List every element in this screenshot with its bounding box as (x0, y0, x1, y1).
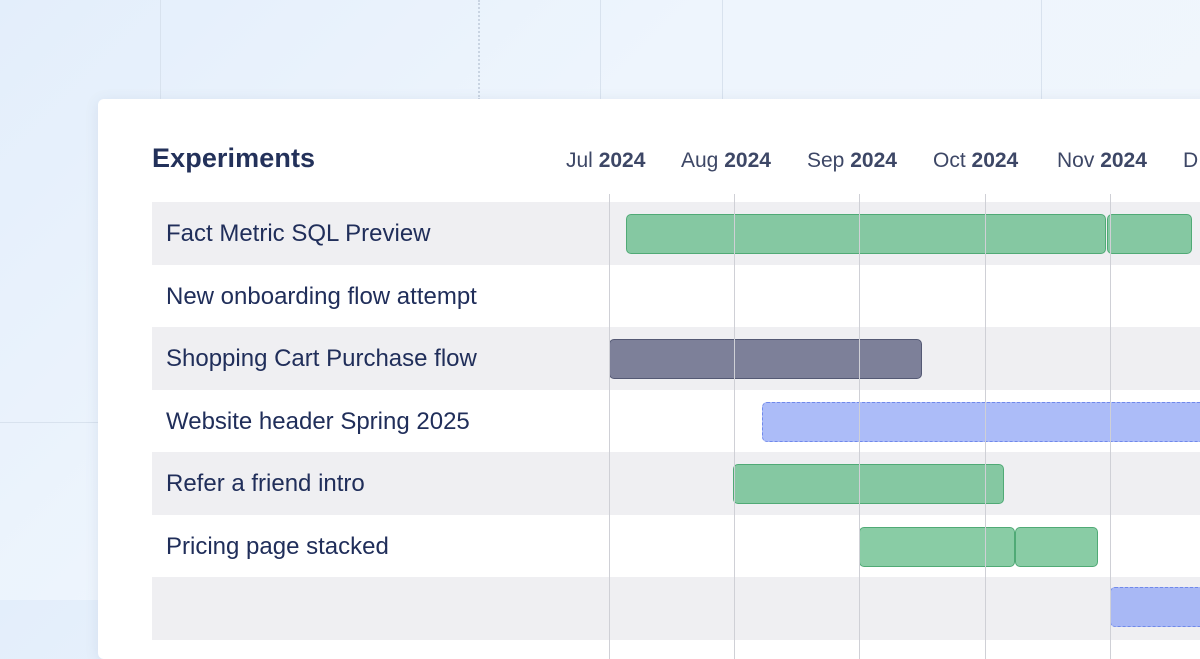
experiment-bar-stopped[interactable] (609, 339, 922, 379)
experiment-name[interactable]: Shopping Cart Purchase flow (166, 345, 477, 372)
experiment-name[interactable]: Website header Spring 2025 (166, 408, 470, 435)
experiment-bar-draft[interactable] (762, 402, 1200, 442)
month-year: 2024 (724, 149, 771, 172)
experiment-row[interactable]: Website header Spring 2025 (152, 390, 1200, 453)
experiment-bar-running[interactable] (1107, 214, 1192, 254)
experiment-bar-running[interactable] (859, 527, 1015, 567)
background-gridline (600, 0, 601, 100)
background-gridline (722, 0, 723, 100)
experiment-name[interactable]: Pricing page stacked (166, 533, 389, 560)
month-header-jul: Jul 2024 (566, 149, 645, 173)
experiment-bar-running[interactable] (626, 214, 1106, 254)
experiment-row[interactable]: Shopping Cart Purchase flow (152, 327, 1200, 390)
month-year: 2024 (598, 149, 646, 172)
month-header-dec: D (1183, 149, 1198, 173)
month-gridline (609, 194, 610, 659)
month-gridline (859, 194, 860, 659)
experiment-row[interactable]: New onboarding flow attempt (152, 265, 1200, 328)
month-year: 2024 (850, 149, 897, 172)
experiment-bar-running[interactable] (1015, 527, 1098, 567)
month-header-oct: Oct 2024 (933, 149, 1018, 173)
experiment-row[interactable]: Pricing page stacked (152, 515, 1200, 578)
month-name: D (1183, 149, 1199, 172)
month-name: Jul (566, 149, 593, 172)
month-header-aug: Aug 2024 (681, 149, 771, 173)
background-dotted-line (478, 0, 480, 100)
experiment-row[interactable]: Refer a friend intro (152, 452, 1200, 515)
background-gridline (1041, 0, 1042, 100)
month-year: 2024 (1100, 149, 1147, 172)
experiments-timeline-card: Experiments Jul 2024 Aug 2024 Sep 2024 O… (98, 99, 1200, 659)
month-gridline (1110, 194, 1111, 659)
month-name: Sep (807, 149, 845, 172)
month-gridline (734, 194, 735, 659)
background-gridline (160, 0, 161, 100)
month-name: Nov (1057, 149, 1095, 172)
card-title: Experiments (152, 143, 316, 173)
background-gridline (0, 422, 98, 423)
month-header-nov: Nov 2024 (1057, 149, 1147, 173)
experiment-name[interactable]: Refer a friend intro (166, 470, 365, 497)
experiment-bar-draft[interactable] (1110, 587, 1200, 627)
experiment-bar-running[interactable] (733, 464, 1004, 504)
month-header-sep: Sep 2024 (807, 149, 897, 173)
experiment-row[interactable] (152, 577, 1200, 640)
experiment-name[interactable]: New onboarding flow attempt (166, 283, 477, 310)
experiment-name[interactable]: Fact Metric SQL Preview (166, 220, 431, 247)
month-name: Oct (933, 149, 966, 172)
month-year: 2024 (971, 149, 1019, 172)
month-name: Aug (681, 149, 719, 172)
month-gridline (985, 194, 986, 659)
